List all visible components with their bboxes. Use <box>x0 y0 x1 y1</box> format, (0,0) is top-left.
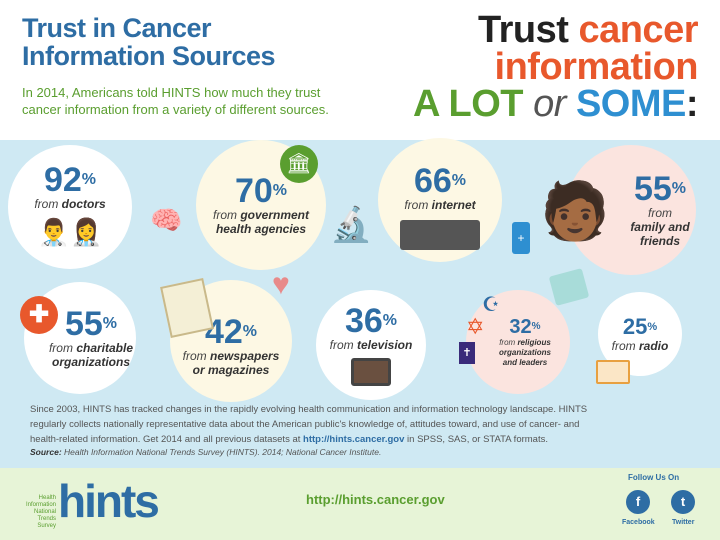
site-link[interactable]: http://hints.cancer.gov <box>306 492 445 507</box>
source-label: Source: <box>30 447 62 457</box>
facebook-icon[interactable]: f <box>626 490 650 514</box>
stat-unit: % <box>81 171 97 188</box>
headline-word: cancer <box>578 9 698 51</box>
microscope-icon: 🔬 <box>330 206 373 244</box>
twitter-label[interactable]: Twitter <box>672 519 695 526</box>
follow-label: Follow Us On <box>628 473 680 482</box>
title-line: Trust in Cancer <box>22 13 212 43</box>
headline-word: information <box>494 46 699 88</box>
laptop-icon <box>400 220 480 250</box>
stat-unit: % <box>242 323 258 340</box>
headline-word: A LOT <box>412 83 524 125</box>
stat-religious: 32% from religious organizations and lea… <box>466 290 570 394</box>
headline: Trust cancer information A LOT or SOME: <box>412 9 699 125</box>
page-title: Trust in Cancer Information Sources <box>22 13 276 71</box>
stat-value: 70 <box>234 172 273 210</box>
stat-doctors: 92% from doctors 👨‍⚕️👩‍⚕️ <box>8 145 132 269</box>
stat-family: 55% from family and friends <box>566 145 696 275</box>
intro-text: In 2014, Americans told HINTS how much t… <box>22 85 329 117</box>
headline-word: or <box>533 83 566 125</box>
heart-cross-icon: ✚ <box>20 296 58 334</box>
logo-tagline: Health Information National Trends Surve… <box>25 495 56 529</box>
stat-from: from <box>182 349 207 363</box>
stat-value: 32 <box>509 316 532 338</box>
stat-from: from <box>404 198 429 212</box>
stat-from: from <box>499 338 516 347</box>
title-line: Information Sources <box>22 41 276 71</box>
stat-label: charitable organizations <box>51 341 134 369</box>
stat-label: doctors <box>61 197 106 211</box>
stat-label: internet <box>431 198 476 212</box>
stat-value: 55 <box>633 170 672 208</box>
headline-word: SOME <box>575 83 686 125</box>
source-note: Source: Health Information National Tren… <box>30 447 381 457</box>
stat-value: 55 <box>64 305 103 343</box>
heart-icon: ♥ <box>272 268 290 301</box>
stat-label: family and friends <box>630 220 690 248</box>
doctors-icon: 👨‍⚕️👩‍⚕️ <box>37 217 103 247</box>
stat-value: 36 <box>344 302 383 340</box>
description-text: in SPSS, SAS, or STATA formats. <box>404 434 548 445</box>
stat-unit: % <box>102 315 118 332</box>
source-text: Health Information National Trends Surve… <box>61 447 382 457</box>
stat-label: government health agencies <box>215 208 310 236</box>
government-building-icon: 🏛 <box>280 145 318 183</box>
twitter-icon[interactable]: t <box>671 490 695 514</box>
person-icon: 🧑🏾 <box>540 179 610 242</box>
stat-unit: % <box>671 180 687 197</box>
stat-unit: % <box>531 321 541 332</box>
stat-from: from <box>212 208 237 222</box>
stat-label: radio <box>639 339 669 353</box>
stat-value: 92 <box>43 161 82 199</box>
radio-icon <box>596 360 630 384</box>
moon-star-icon: ☪ <box>482 294 500 316</box>
stat-value: 25 <box>622 314 648 339</box>
stat-from: from <box>34 197 59 211</box>
stat-label: television <box>356 338 413 352</box>
hints-logo: hints <box>58 475 160 527</box>
stat-from: from <box>611 339 636 353</box>
facebook-label[interactable]: Facebook <box>622 519 655 526</box>
stat-from: from <box>48 341 73 355</box>
stat-unit: % <box>647 321 658 333</box>
footer <box>0 468 720 540</box>
description-text: Since 2003, HINTS has tracked changes in… <box>30 404 588 445</box>
stat-value: 66 <box>413 162 452 200</box>
star-of-david-icon: ✡ <box>466 314 485 339</box>
datasets-link[interactable]: http://hints.cancer.gov <box>303 434 405 445</box>
brain-icon: 🧠 <box>150 205 183 235</box>
stat-from: from <box>329 338 354 352</box>
television-icon <box>351 358 391 386</box>
headline-word: : <box>685 83 699 125</box>
stat-internet: 66% from internet <box>378 138 502 262</box>
stat-unit: % <box>272 182 288 199</box>
stat-unit: % <box>382 312 398 329</box>
phone-icon: + <box>512 222 530 254</box>
stat-unit: % <box>451 172 467 189</box>
headline-word: Trust <box>477 9 569 51</box>
stat-label: religious organizations and leaders <box>498 338 551 367</box>
bible-icon: ✝ <box>459 342 475 364</box>
stat-from: from <box>648 206 672 220</box>
stat-television: 36% from television <box>316 290 426 400</box>
description: Since 2003, HINTS has tracked changes in… <box>30 402 590 447</box>
stat-label: newspapers or magazines <box>192 349 280 377</box>
